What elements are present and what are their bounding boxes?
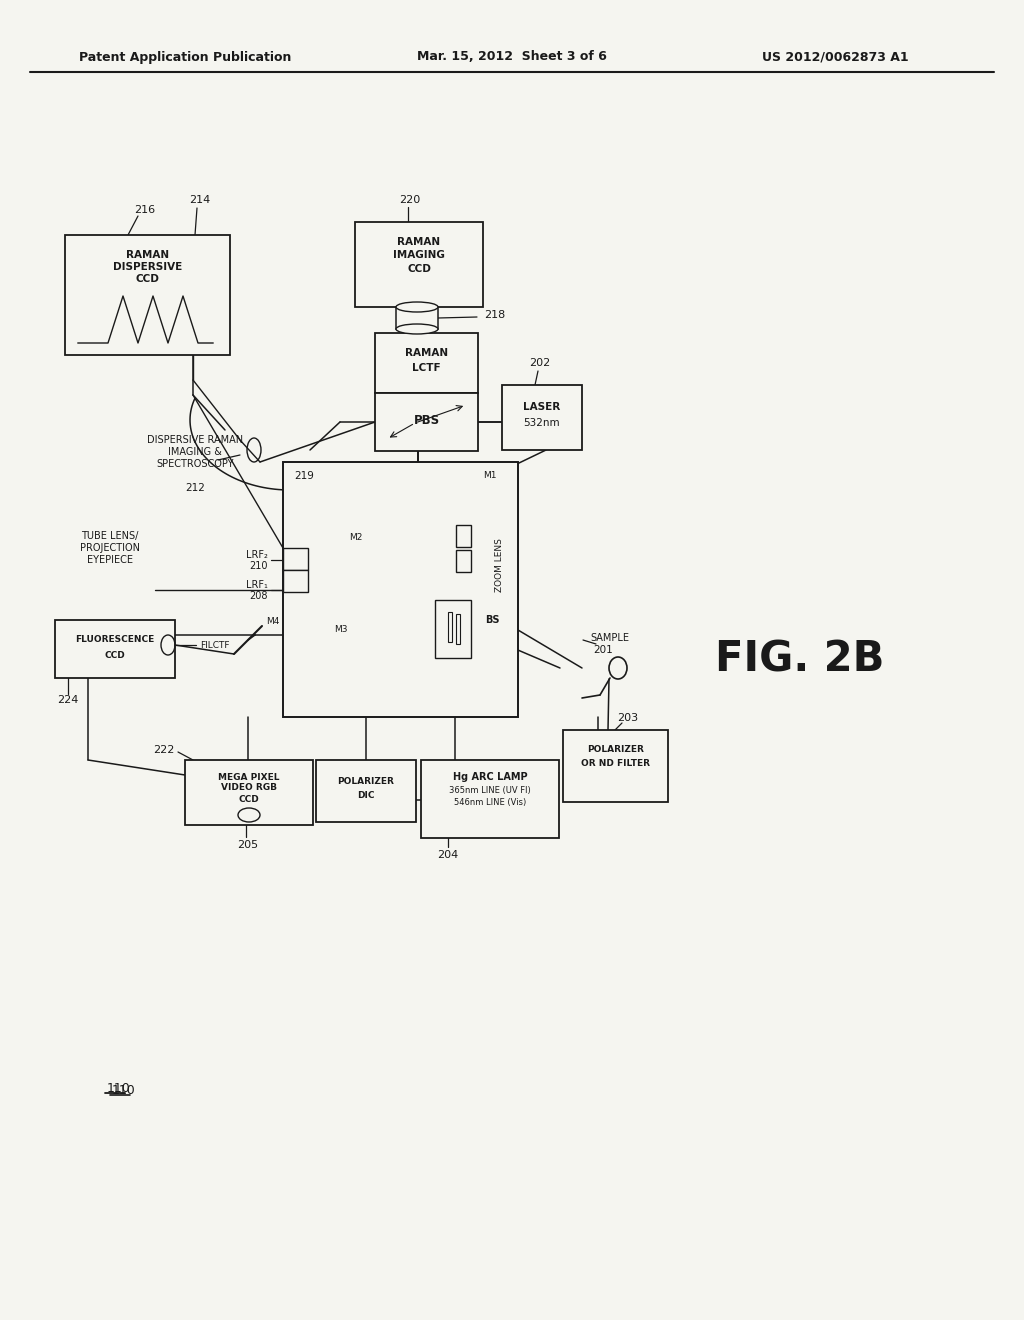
Bar: [283, 462, 518, 717]
Bar: [435, 601, 471, 657]
Ellipse shape: [396, 323, 438, 334]
Text: M2: M2: [349, 532, 362, 541]
Bar: [283, 548, 308, 570]
Text: POLARIZER: POLARIZER: [338, 777, 394, 787]
Bar: [316, 760, 416, 822]
Text: POLARIZER: POLARIZER: [587, 746, 644, 755]
Text: 201: 201: [593, 645, 613, 655]
Text: M4: M4: [266, 618, 280, 627]
Text: SAMPLE: SAMPLE: [591, 634, 630, 643]
Text: LASER: LASER: [523, 403, 560, 412]
Text: 202: 202: [529, 358, 551, 368]
Bar: [456, 614, 460, 644]
Text: RAMAN: RAMAN: [397, 238, 440, 247]
Text: 365nm LINE (UV Fl): 365nm LINE (UV Fl): [450, 785, 530, 795]
Text: DIC: DIC: [357, 792, 375, 800]
Text: 210: 210: [250, 561, 268, 572]
Bar: [456, 550, 471, 572]
Bar: [185, 760, 313, 825]
Text: 214: 214: [189, 195, 211, 205]
Text: ZOOM LENS: ZOOM LENS: [496, 539, 505, 591]
Text: RAMAN: RAMAN: [126, 249, 169, 260]
Text: 222: 222: [154, 744, 175, 755]
Text: 546nm LINE (Vis): 546nm LINE (Vis): [454, 799, 526, 808]
Text: 224: 224: [57, 696, 79, 705]
Ellipse shape: [396, 302, 438, 312]
Bar: [396, 308, 438, 329]
Text: CCD: CCD: [239, 796, 259, 804]
Bar: [502, 385, 582, 450]
Bar: [421, 760, 559, 838]
Bar: [65, 235, 230, 355]
Text: M3: M3: [335, 626, 348, 635]
Text: IMAGING: IMAGING: [393, 249, 445, 260]
Text: FIG. 2B: FIG. 2B: [716, 639, 885, 681]
Text: 218: 218: [484, 310, 506, 319]
Text: 212: 212: [185, 483, 205, 492]
Text: CCD: CCD: [135, 275, 160, 284]
Text: Hg ARC LAMP: Hg ARC LAMP: [453, 772, 527, 781]
Text: Patent Application Publication: Patent Application Publication: [79, 50, 291, 63]
Text: RAMAN: RAMAN: [404, 348, 449, 358]
Bar: [375, 333, 478, 393]
Text: FILCTF: FILCTF: [201, 640, 229, 649]
Text: TUBE LENS/
PROJECTION
EYEPIECE: TUBE LENS/ PROJECTION EYEPIECE: [80, 531, 140, 565]
Text: BS: BS: [485, 615, 500, 624]
Bar: [283, 570, 308, 591]
Text: 532nm: 532nm: [523, 418, 560, 428]
Text: DISPERSIVE RAMAN
IMAGING &
SPECTROSCOPY: DISPERSIVE RAMAN IMAGING & SPECTROSCOPY: [146, 434, 243, 470]
Text: CCD: CCD: [104, 652, 125, 660]
Text: 216: 216: [134, 205, 156, 215]
Bar: [355, 222, 483, 308]
Text: 205: 205: [238, 840, 259, 850]
Text: OR ND FILTER: OR ND FILTER: [581, 759, 650, 767]
Text: 219: 219: [294, 471, 314, 480]
Text: PBS: PBS: [414, 414, 439, 428]
Text: M1: M1: [483, 470, 497, 479]
Text: US 2012/0062873 A1: US 2012/0062873 A1: [762, 50, 908, 63]
Text: MEGA PIXEL: MEGA PIXEL: [218, 772, 280, 781]
Bar: [456, 525, 471, 546]
Text: LRF₂: LRF₂: [246, 550, 268, 560]
Bar: [55, 620, 175, 678]
Text: 110: 110: [106, 1081, 131, 1094]
Text: FLUORESCENCE: FLUORESCENCE: [76, 635, 155, 644]
Bar: [449, 612, 452, 642]
Text: 204: 204: [437, 850, 459, 861]
Text: VIDEO RGB: VIDEO RGB: [221, 784, 278, 792]
Text: CCD: CCD: [408, 264, 431, 275]
Bar: [375, 393, 478, 451]
Text: 203: 203: [617, 713, 639, 723]
Bar: [563, 730, 668, 803]
Text: LRF₁: LRF₁: [246, 579, 268, 590]
Text: Mar. 15, 2012  Sheet 3 of 6: Mar. 15, 2012 Sheet 3 of 6: [417, 50, 607, 63]
Text: 220: 220: [399, 195, 421, 205]
Text: 208: 208: [250, 591, 268, 601]
Text: LCTF: LCTF: [413, 363, 440, 374]
Text: 110: 110: [112, 1084, 136, 1097]
Text: DISPERSIVE: DISPERSIVE: [113, 261, 182, 272]
